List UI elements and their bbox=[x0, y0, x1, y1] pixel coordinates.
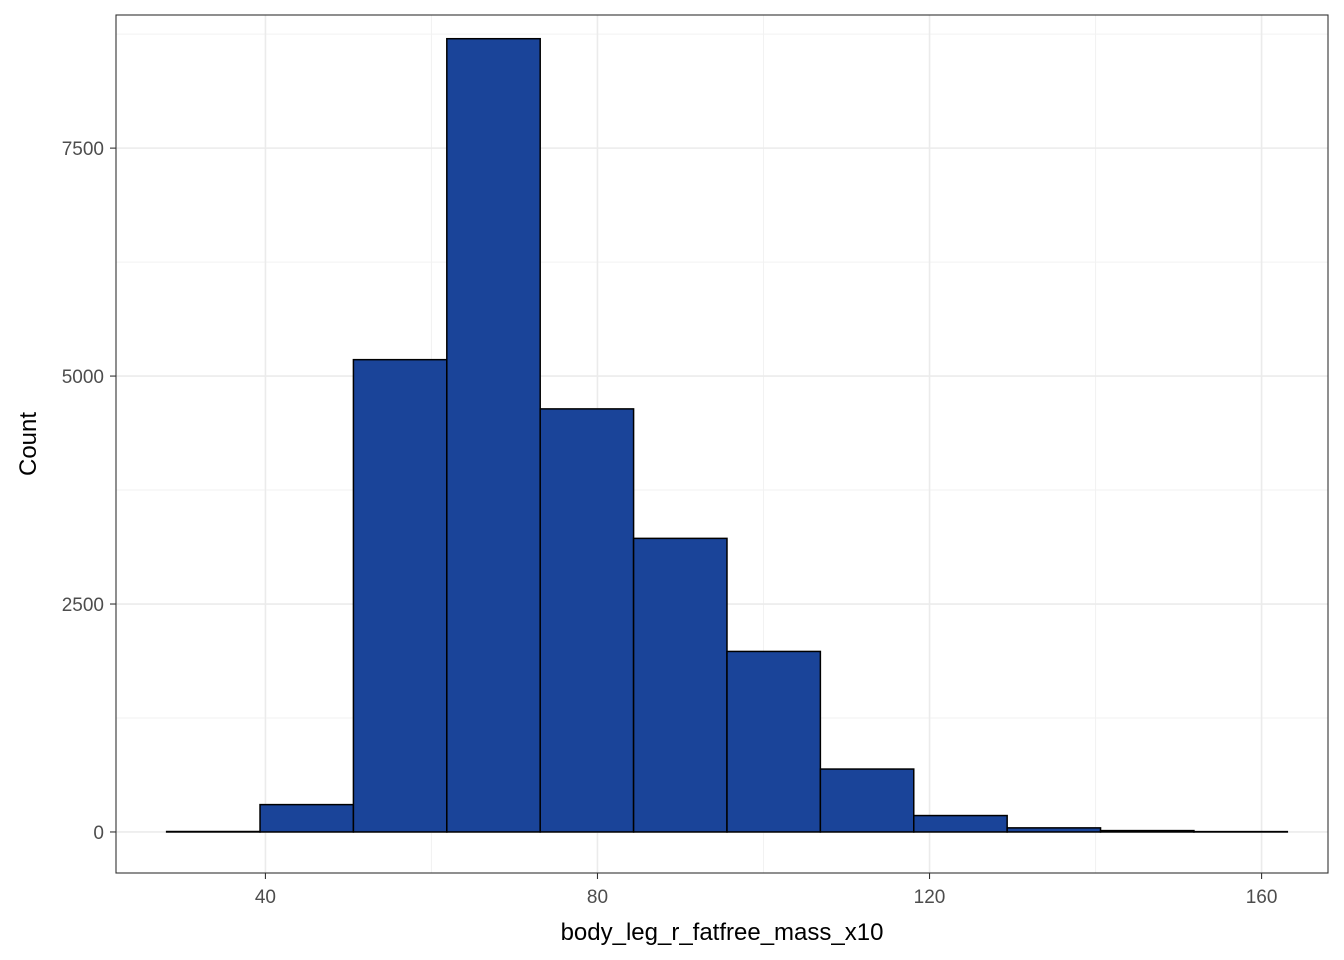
histogram-bar bbox=[632, 537, 728, 833]
histogram-bars bbox=[165, 37, 1289, 833]
histogram-bar bbox=[1006, 827, 1102, 833]
panel-border bbox=[115, 14, 1329, 874]
y-tick-label: 5000 bbox=[62, 367, 104, 388]
histogram-bar bbox=[446, 37, 541, 833]
x-tick-label: 80 bbox=[587, 887, 608, 908]
y-tick-label: 0 bbox=[93, 823, 104, 844]
histogram-bar bbox=[726, 650, 822, 833]
y-axis-title: Count bbox=[15, 412, 42, 476]
histogram-bar bbox=[259, 803, 355, 833]
histogram-bar bbox=[539, 408, 635, 833]
y-axis: 0 2500 5000 7500 bbox=[62, 139, 116, 844]
y-tick-label: 7500 bbox=[62, 139, 104, 160]
x-tick-label: 40 bbox=[255, 887, 276, 908]
y-tick-label: 2500 bbox=[62, 595, 104, 616]
x-axis-title: body_leg_r_fatfree_mass_x10 bbox=[561, 919, 884, 946]
histogram-bar bbox=[819, 768, 915, 833]
histogram-bar bbox=[913, 814, 1008, 833]
histogram-bar bbox=[1099, 829, 1195, 833]
histogram-bar bbox=[352, 358, 448, 833]
x-tick-label: 160 bbox=[1246, 887, 1278, 908]
x-tick-label: 120 bbox=[914, 887, 946, 908]
minor-gridlines bbox=[116, 15, 1328, 873]
x-axis: 40 80 120 160 bbox=[255, 873, 1278, 908]
